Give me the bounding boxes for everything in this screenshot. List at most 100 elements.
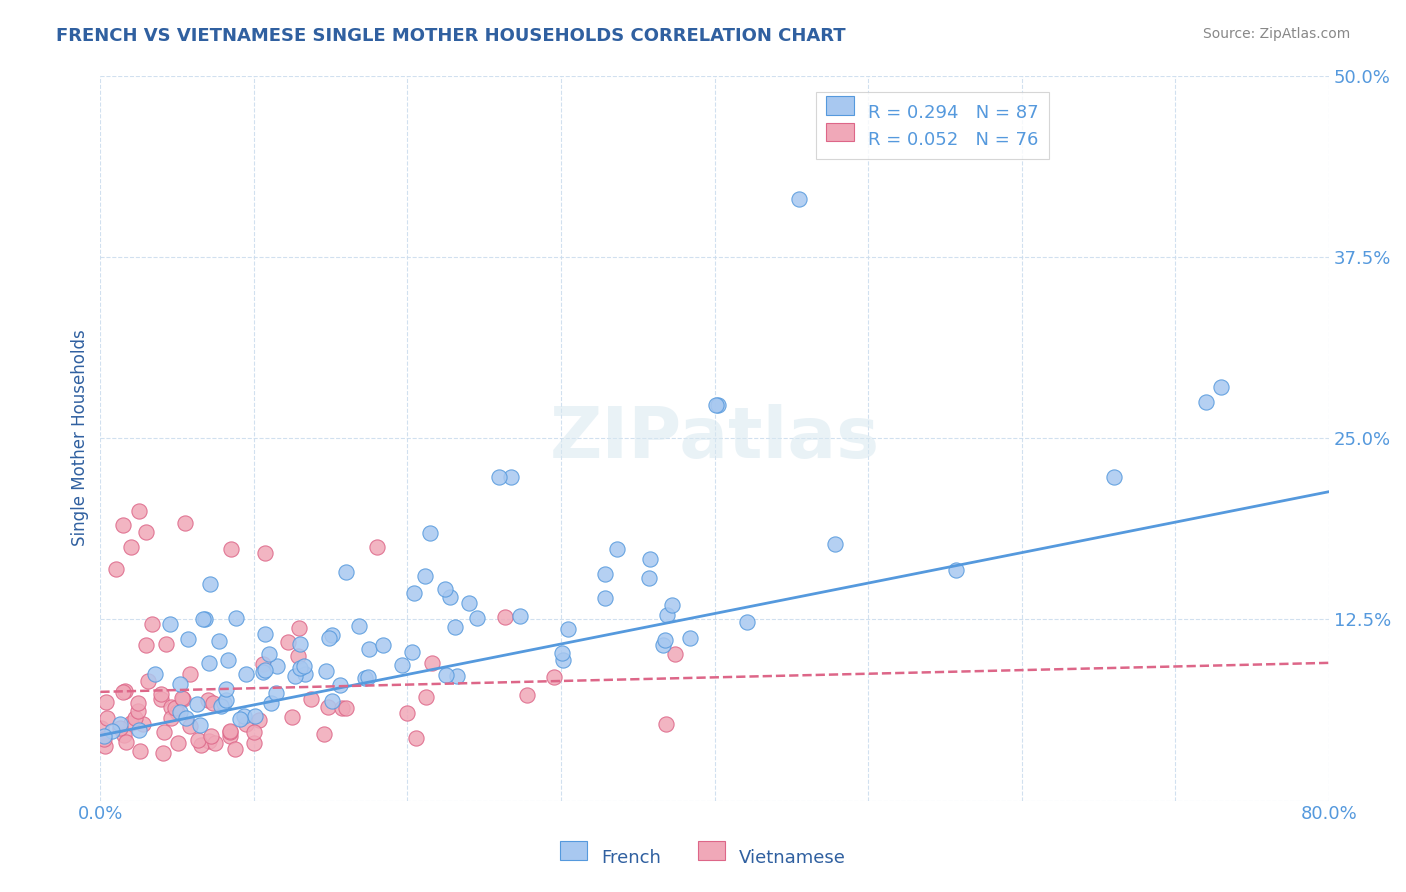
Point	[405, 731, 427, 745]
Point	[136, 674, 159, 689]
Y-axis label: Single Mother Households: Single Mother Households	[72, 330, 89, 547]
Point	[284, 668, 307, 682]
Point	[1104, 470, 1126, 484]
Point	[155, 637, 177, 651]
Point	[457, 596, 479, 610]
Point	[467, 611, 489, 625]
Point	[422, 657, 444, 671]
Point	[253, 627, 276, 641]
Point	[166, 706, 188, 720]
Point	[259, 647, 281, 661]
Point	[516, 688, 538, 702]
Point	[357, 642, 380, 657]
Point	[664, 647, 686, 661]
Point	[135, 638, 157, 652]
Point	[235, 717, 257, 731]
Point	[419, 526, 441, 541]
Point	[128, 723, 150, 738]
Point	[357, 670, 380, 684]
Point	[224, 742, 246, 756]
Point	[945, 564, 967, 578]
Legend: French, Vietnamese: French, Vietnamese	[553, 840, 853, 874]
Point	[143, 667, 166, 681]
Point	[315, 664, 337, 678]
Point	[179, 719, 201, 733]
Point	[190, 738, 212, 752]
Point	[128, 503, 150, 517]
Point	[354, 671, 377, 685]
Point	[172, 692, 194, 706]
Point	[321, 694, 343, 708]
Point	[160, 711, 183, 725]
Point	[194, 612, 217, 626]
Point	[198, 656, 221, 670]
Point	[187, 732, 209, 747]
Point	[198, 734, 221, 748]
Point	[638, 552, 661, 566]
Point	[90, 722, 112, 736]
Point	[159, 616, 181, 631]
Point	[402, 585, 425, 599]
Point	[551, 646, 574, 660]
Point	[281, 710, 304, 724]
Point	[401, 645, 423, 659]
Point	[593, 566, 616, 581]
Point	[108, 722, 131, 736]
Point	[446, 669, 468, 683]
Point	[112, 685, 135, 699]
Point	[221, 541, 243, 556]
Point	[235, 667, 257, 681]
Point	[96, 695, 118, 709]
Point	[150, 687, 173, 701]
Point	[114, 684, 136, 698]
Point	[434, 582, 457, 596]
Point	[264, 686, 287, 700]
Point	[152, 746, 174, 760]
Point	[501, 470, 523, 484]
Point	[266, 658, 288, 673]
Point	[129, 744, 152, 758]
Point	[288, 637, 311, 651]
Point	[110, 716, 132, 731]
Point	[169, 677, 191, 691]
Point	[150, 692, 173, 706]
Point	[173, 516, 195, 531]
Point	[243, 725, 266, 739]
Point	[434, 668, 457, 682]
Point	[287, 621, 309, 635]
Point	[314, 727, 336, 741]
Point	[170, 690, 193, 705]
Point	[330, 700, 353, 714]
Point	[132, 717, 155, 731]
Point	[127, 704, 149, 718]
Point	[141, 617, 163, 632]
Legend: R = 0.294   N = 87, R = 0.052   N = 76: R = 0.294 N = 87, R = 0.052 N = 76	[815, 92, 1049, 160]
Point	[254, 663, 277, 677]
Point	[299, 691, 322, 706]
Point	[219, 729, 242, 743]
Point	[287, 648, 309, 663]
Point	[242, 736, 264, 750]
Point	[104, 561, 127, 575]
Point	[202, 696, 225, 710]
Point	[186, 697, 208, 711]
Point	[395, 706, 418, 721]
Point	[219, 725, 242, 739]
Point	[215, 681, 238, 696]
Point	[318, 631, 340, 645]
Point	[704, 398, 727, 412]
Point	[209, 699, 232, 714]
Point	[124, 711, 146, 725]
Point	[543, 670, 565, 684]
Point	[174, 711, 197, 725]
Point	[179, 667, 201, 681]
Point	[94, 739, 117, 753]
Point	[254, 546, 277, 560]
Point	[177, 632, 200, 646]
Point	[229, 712, 252, 726]
Point	[444, 620, 467, 634]
Point	[120, 540, 142, 554]
Point	[321, 628, 343, 642]
Point	[214, 693, 236, 707]
Point	[494, 609, 516, 624]
